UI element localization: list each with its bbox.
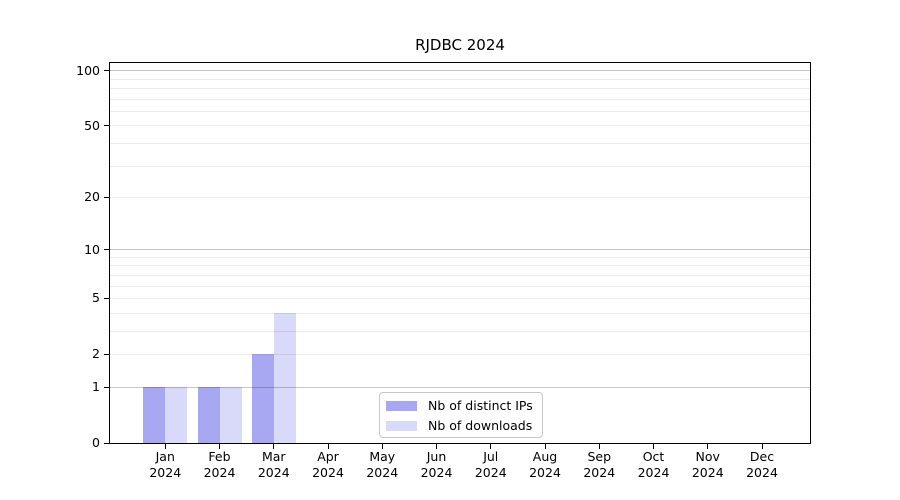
x-axis-tick xyxy=(761,444,763,449)
x-axis-tick-label: Apr 2024 xyxy=(312,449,344,480)
gridline-minor xyxy=(110,143,810,144)
y-axis-tick-label: 0 xyxy=(92,435,100,450)
y-axis-tick-label: 10 xyxy=(84,241,100,257)
x-axis-tick-label: Feb 2024 xyxy=(203,449,236,480)
y-axis-tick xyxy=(104,196,109,198)
x-axis-tick-label: Dec 2024 xyxy=(746,449,778,480)
gridline-minor xyxy=(110,88,810,90)
gridline-minor xyxy=(110,353,810,355)
gridline-minor xyxy=(110,297,810,299)
gridline-minor xyxy=(110,98,810,100)
gridline-minor xyxy=(110,256,810,258)
y-axis-tick xyxy=(104,353,109,355)
legend-label: Nb of distinct IPs xyxy=(428,398,533,413)
x-axis-tick-label: Oct 2024 xyxy=(637,449,670,480)
legend-item: Nb of distinct IPs xyxy=(380,396,542,416)
legend-swatch-icon xyxy=(386,421,417,431)
x-axis-tick xyxy=(598,444,600,449)
bar-distinct-ips xyxy=(197,387,220,443)
gridline-minor xyxy=(110,330,810,332)
bar-distinct-ips xyxy=(251,354,274,443)
y-axis-tick-label: 100 xyxy=(76,62,100,78)
y-axis-tick-label: 5 xyxy=(92,290,100,306)
x-axis-tick-label: Mar 2024 xyxy=(257,449,290,480)
x-axis-tick xyxy=(544,444,546,449)
x-axis-tick-label: Jun 2024 xyxy=(420,449,453,480)
x-axis-tick-label: Jul 2024 xyxy=(474,449,507,480)
gridline-minor xyxy=(110,110,810,112)
x-axis-tick xyxy=(219,444,220,449)
gridline-minor xyxy=(110,125,810,127)
x-axis-tick xyxy=(653,444,654,449)
x-axis-tick xyxy=(381,444,383,449)
gridline-minor xyxy=(110,196,810,198)
x-axis-tick xyxy=(273,444,275,449)
gridline-major xyxy=(110,386,810,388)
legend-item: Nb of downloads xyxy=(380,416,542,436)
y-axis-tick xyxy=(104,442,109,444)
y-axis-tick-label: 1 xyxy=(92,379,100,395)
gridline-minor xyxy=(110,265,810,267)
x-axis-tick-label: Aug 2024 xyxy=(529,449,561,480)
gridline-minor xyxy=(110,274,810,276)
gridline-major xyxy=(110,249,810,251)
y-axis-tick xyxy=(104,249,109,251)
x-axis-tick-label: Nov 2024 xyxy=(691,449,724,480)
bar-downloads xyxy=(165,387,188,443)
bar-downloads xyxy=(273,313,296,443)
x-axis-tick xyxy=(327,444,329,449)
y-axis-tick-label: 2 xyxy=(92,346,100,362)
legend-swatch-icon xyxy=(386,401,417,411)
y-axis-tick xyxy=(104,70,109,72)
y-axis-tick-label: 50 xyxy=(84,117,100,133)
legend: Nb of distinct IPs Nb of downloads xyxy=(379,392,543,438)
gridline-minor xyxy=(110,78,810,80)
gridline-minor xyxy=(110,285,810,287)
bar-distinct-ips xyxy=(143,387,166,443)
y-axis-tick xyxy=(104,125,109,127)
x-axis-tick xyxy=(490,444,492,449)
legend-label: Nb of downloads xyxy=(428,418,533,433)
gridline-minor xyxy=(110,165,810,167)
bar-downloads xyxy=(219,387,242,443)
gridline-major xyxy=(110,70,810,72)
gridline-minor xyxy=(110,312,810,314)
x-axis-tick-label: Jan 2024 xyxy=(149,449,182,480)
y-axis-tick xyxy=(104,297,109,299)
y-axis-tick-label: 20 xyxy=(84,189,100,205)
x-axis-tick xyxy=(164,444,166,449)
y-axis-tick xyxy=(104,386,109,388)
x-axis-tick-label: Sep 2024 xyxy=(583,449,616,480)
x-axis-tick-label: May 2024 xyxy=(366,449,399,480)
x-axis-tick xyxy=(707,444,709,449)
x-axis-tick xyxy=(436,444,437,449)
chart-title: RJDBC 2024 xyxy=(415,36,505,54)
